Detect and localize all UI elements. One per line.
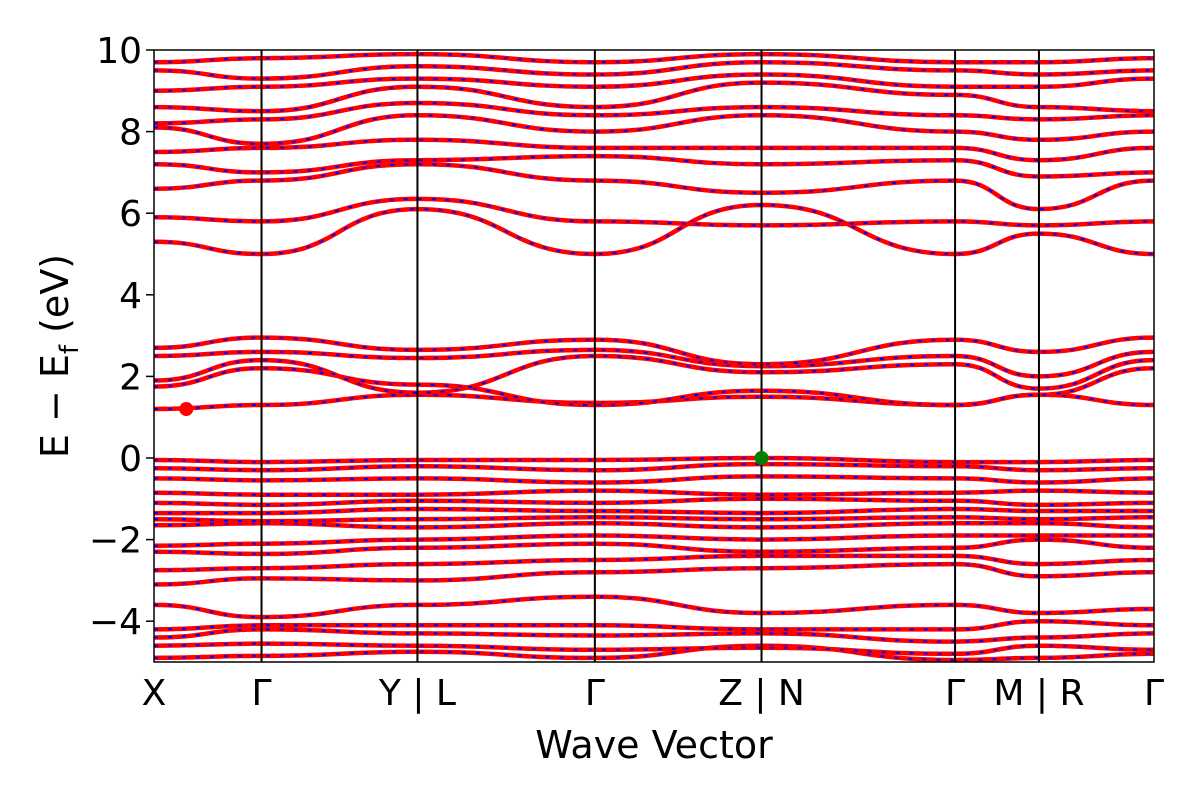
y-tick-label: 6 xyxy=(119,194,142,235)
band-line-dashed xyxy=(154,73,1154,92)
band-line xyxy=(154,461,1154,473)
band-line xyxy=(154,474,1154,485)
band-line-dashed xyxy=(154,507,1154,515)
band-line xyxy=(154,561,1154,587)
band-line xyxy=(154,80,1154,114)
kpoint-label: Γ xyxy=(251,673,271,714)
y-axis-label: E − Ef (eV) xyxy=(33,254,85,458)
band-line xyxy=(154,59,1154,81)
x-axis-label: Wave Vector xyxy=(535,723,773,767)
band-line-dashed xyxy=(154,114,1154,145)
band-line xyxy=(154,196,1154,228)
band-line xyxy=(154,521,1154,530)
y-tick-label: 8 xyxy=(119,113,142,154)
band-line-dashed xyxy=(154,163,1154,211)
conduction-band-minimum-marker xyxy=(179,402,194,417)
band-line xyxy=(154,353,1154,395)
y-axis-label-unit: (eV) xyxy=(33,254,77,345)
y-tick-label: 10 xyxy=(96,31,142,72)
band-line xyxy=(154,365,1154,408)
band-line xyxy=(154,202,1154,257)
kpoint-label: Γ xyxy=(945,673,965,714)
band-line xyxy=(154,514,1154,524)
band-line xyxy=(154,488,1154,497)
y-axis-ticks: −4 −2 0 2 4 6 8 10 xyxy=(89,31,154,643)
band-line-dashed xyxy=(154,538,1154,555)
y-axis-label-subscript: f xyxy=(55,344,85,354)
band-line-dashed xyxy=(154,336,1154,366)
band-line xyxy=(154,51,1154,65)
kpoint-label: Γ xyxy=(585,673,605,714)
markers-layer xyxy=(179,402,769,465)
kpoint-label: X xyxy=(142,673,167,714)
band-line xyxy=(154,137,1154,163)
y-tick-label: −2 xyxy=(89,521,142,562)
band-line xyxy=(154,643,1154,662)
band-line-dashed xyxy=(154,456,1154,464)
y-tick-label: 0 xyxy=(119,439,142,480)
bands-layer xyxy=(154,51,1154,662)
y-tick-label: −4 xyxy=(89,602,142,643)
band-line xyxy=(154,553,1154,573)
band-line xyxy=(154,506,1154,516)
band-line xyxy=(154,496,1154,508)
band-line-dashed xyxy=(154,197,1154,227)
band-line-dashed xyxy=(154,348,1154,378)
band-line xyxy=(154,641,1154,657)
band-line-dashed xyxy=(154,534,1154,547)
band-line-dashed xyxy=(154,53,1154,64)
high-symmetry-lines xyxy=(260,50,1040,662)
y-tick-label: 2 xyxy=(119,357,142,398)
band-line xyxy=(154,594,1154,620)
band-line xyxy=(154,153,1154,179)
band-line-dashed xyxy=(154,155,1154,178)
band-line-dashed xyxy=(154,522,1154,529)
kpoint-label: Z | N xyxy=(718,673,805,714)
y-tick-label: 4 xyxy=(119,276,142,317)
band-line-dashed xyxy=(154,101,1154,125)
valence-band-maximum-marker xyxy=(754,451,769,465)
band-line-dashed xyxy=(154,489,1154,496)
kpoint-label: Γ xyxy=(1144,673,1164,714)
kpoint-label: Y | L xyxy=(378,673,456,714)
x-axis-kpoint-labels: X Γ Y | L Γ Z | N Γ M | R Γ xyxy=(142,673,1164,714)
plot-frame xyxy=(153,49,1155,663)
band-line xyxy=(154,455,1154,465)
band-line xyxy=(154,627,1154,644)
band-line xyxy=(154,618,1154,632)
kpoint-label: M | R xyxy=(993,673,1084,714)
y-axis-label-main: E − E xyxy=(33,354,77,458)
